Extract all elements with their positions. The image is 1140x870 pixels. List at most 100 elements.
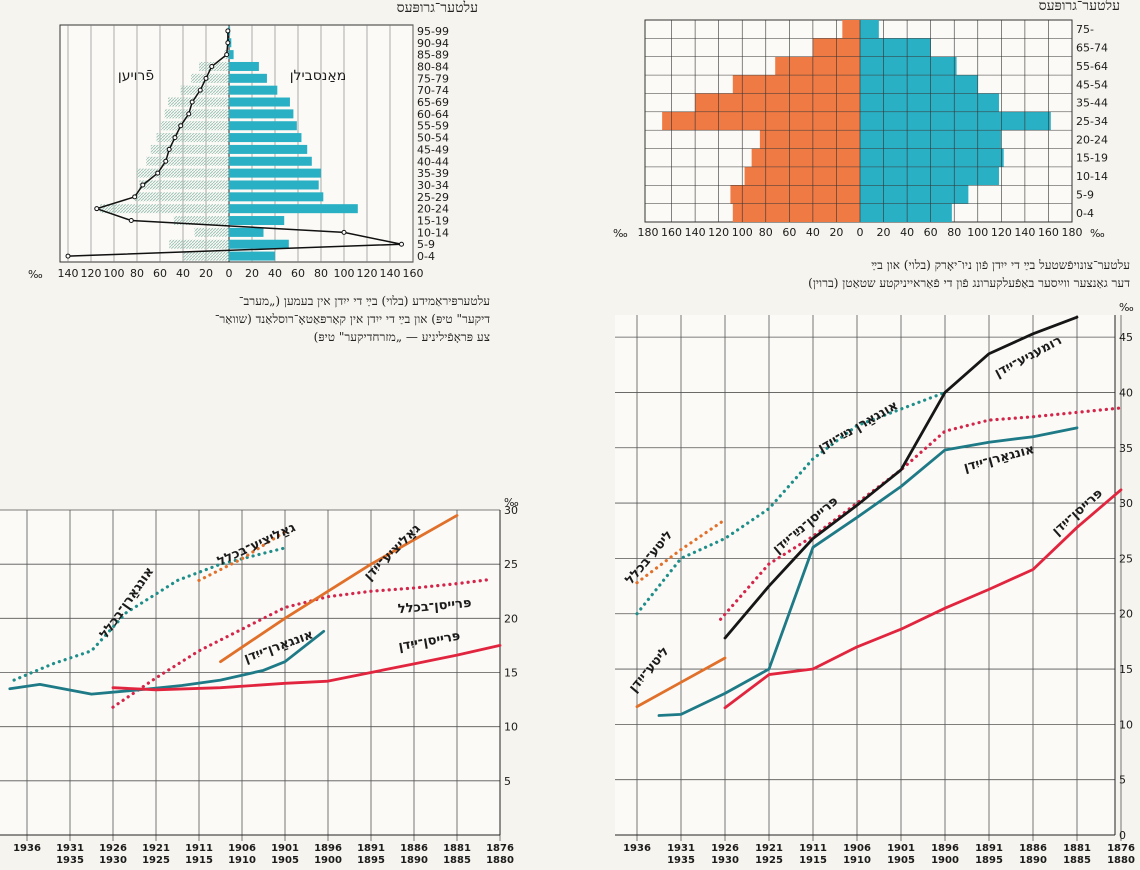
x-tick-label: 1880 — [486, 855, 514, 866]
tick-label: 15-19 — [417, 215, 449, 228]
x-tick-label: 1926 — [99, 843, 127, 854]
tick-label: 0-4 — [1076, 207, 1094, 220]
bar-newyork — [860, 185, 969, 204]
bar-newyork — [860, 203, 952, 222]
x-tick-label: 160 — [661, 226, 682, 239]
series-line — [635, 390, 947, 616]
bar-male — [229, 192, 324, 202]
tick-label: 25-29 — [417, 191, 449, 204]
bar-female — [169, 239, 229, 249]
x-tick-label: 1921 — [142, 843, 170, 854]
bar-newyork — [860, 166, 999, 186]
series-line — [635, 518, 727, 585]
series-line — [12, 546, 287, 682]
x-tick-label: 180 — [638, 226, 659, 239]
x-tick-label: 0 — [857, 226, 864, 239]
x-tick-label: 60 — [291, 267, 305, 280]
tick-label: 55-59 — [417, 120, 449, 133]
x-tick-label: 1885 — [1063, 855, 1091, 866]
series-line — [723, 315, 1079, 640]
y-tick-label: 10 — [1119, 718, 1133, 731]
x-tick-label: 1896 — [931, 843, 959, 854]
tick-label: 50-54 — [417, 132, 449, 145]
x-tick-label: 140 — [685, 226, 706, 239]
x-tick-label: 1925 — [142, 855, 170, 866]
x-tick-label: 40 — [806, 226, 820, 239]
tick-label: 90-94 — [417, 37, 449, 50]
plot-area — [615, 315, 1115, 835]
bar-usa — [662, 111, 860, 131]
x-tick-label: 40 — [268, 267, 282, 280]
unit-label: ‰ — [1119, 301, 1134, 314]
x-tick-label: 1876 — [1107, 843, 1135, 854]
x-tick-label: 1901 — [271, 843, 299, 854]
x-tick-label: 1901 — [887, 843, 915, 854]
x-tick-label: 1891 — [357, 843, 385, 854]
x-tick-label: 1891 — [975, 843, 1003, 854]
profile-point — [209, 63, 215, 69]
profile-point — [128, 218, 134, 224]
series-line — [635, 656, 727, 709]
profile-point — [225, 40, 231, 46]
bar-male — [229, 239, 289, 249]
x-tick-label: 1890 — [400, 855, 428, 866]
bar-male — [229, 73, 267, 83]
series-line — [8, 629, 326, 696]
x-tick-label: 1900 — [931, 855, 959, 866]
x-tick-label: 120 — [357, 267, 378, 280]
bar-usa — [744, 166, 860, 186]
bar-female — [173, 216, 229, 226]
bar-male — [229, 180, 319, 190]
tick-label: 75-79 — [417, 72, 449, 85]
bar-female — [134, 192, 229, 202]
y-tick-label: 5 — [504, 775, 511, 788]
x-tick-label: 1900 — [314, 855, 342, 866]
bar-male — [229, 85, 278, 95]
series-line — [723, 488, 1123, 710]
tick-label: 25-34 — [1076, 115, 1108, 128]
bar-female — [183, 251, 229, 261]
bar-female — [164, 109, 229, 119]
tick-label: 65-74 — [1076, 42, 1108, 55]
y-tick-label: 30 — [504, 504, 518, 517]
x-tick-label: 1935 — [667, 855, 695, 866]
x-tick-label: 1925 — [755, 855, 783, 866]
tick-label: 35-44 — [1076, 97, 1108, 110]
y-tick-label: 20 — [504, 612, 518, 625]
tick-label: 20-24 — [417, 203, 449, 216]
pyramid1-header: עלטער־גרופּעס — [396, 0, 478, 16]
bar-male — [229, 227, 264, 237]
x-tick-label: 1915 — [799, 855, 827, 866]
series-line — [219, 514, 459, 664]
tick-label: 70-74 — [417, 84, 449, 97]
bar-newyork — [860, 38, 931, 57]
bar-male — [229, 204, 358, 214]
pyramid2-caption: עלטער־צונויפֿשטעל בײַ די ייִדן פֿון ניו־… — [615, 256, 1130, 292]
tick-label: 60-64 — [417, 108, 449, 121]
y-tick-label: 30 — [1119, 497, 1133, 510]
x-tick-label: 1881 — [443, 843, 471, 854]
bar-male — [229, 121, 297, 131]
x-tick-label: 140 — [1014, 226, 1035, 239]
bar-male — [229, 50, 234, 60]
bar-male — [229, 216, 285, 226]
profile-point — [65, 253, 71, 259]
profile-point — [197, 87, 203, 93]
bar-female — [139, 180, 229, 190]
unit-label: ‰ — [28, 268, 43, 281]
y-tick-label: 15 — [504, 667, 518, 680]
bar-female — [100, 204, 229, 214]
x-tick-label: 1886 — [1019, 843, 1047, 854]
profile-point — [94, 206, 100, 212]
bar-female — [156, 133, 229, 143]
x-tick-label: 60 — [924, 226, 938, 239]
y-tick-label: 45 — [1119, 331, 1133, 344]
bar-newyork — [860, 111, 1051, 131]
bar-newyork — [860, 148, 1004, 167]
bar-male — [229, 97, 290, 107]
x-tick-label: 1885 — [443, 855, 471, 866]
tick-label: 20-24 — [1076, 133, 1108, 146]
x-tick-label: 160 — [1038, 226, 1059, 239]
bar-male — [229, 144, 308, 154]
